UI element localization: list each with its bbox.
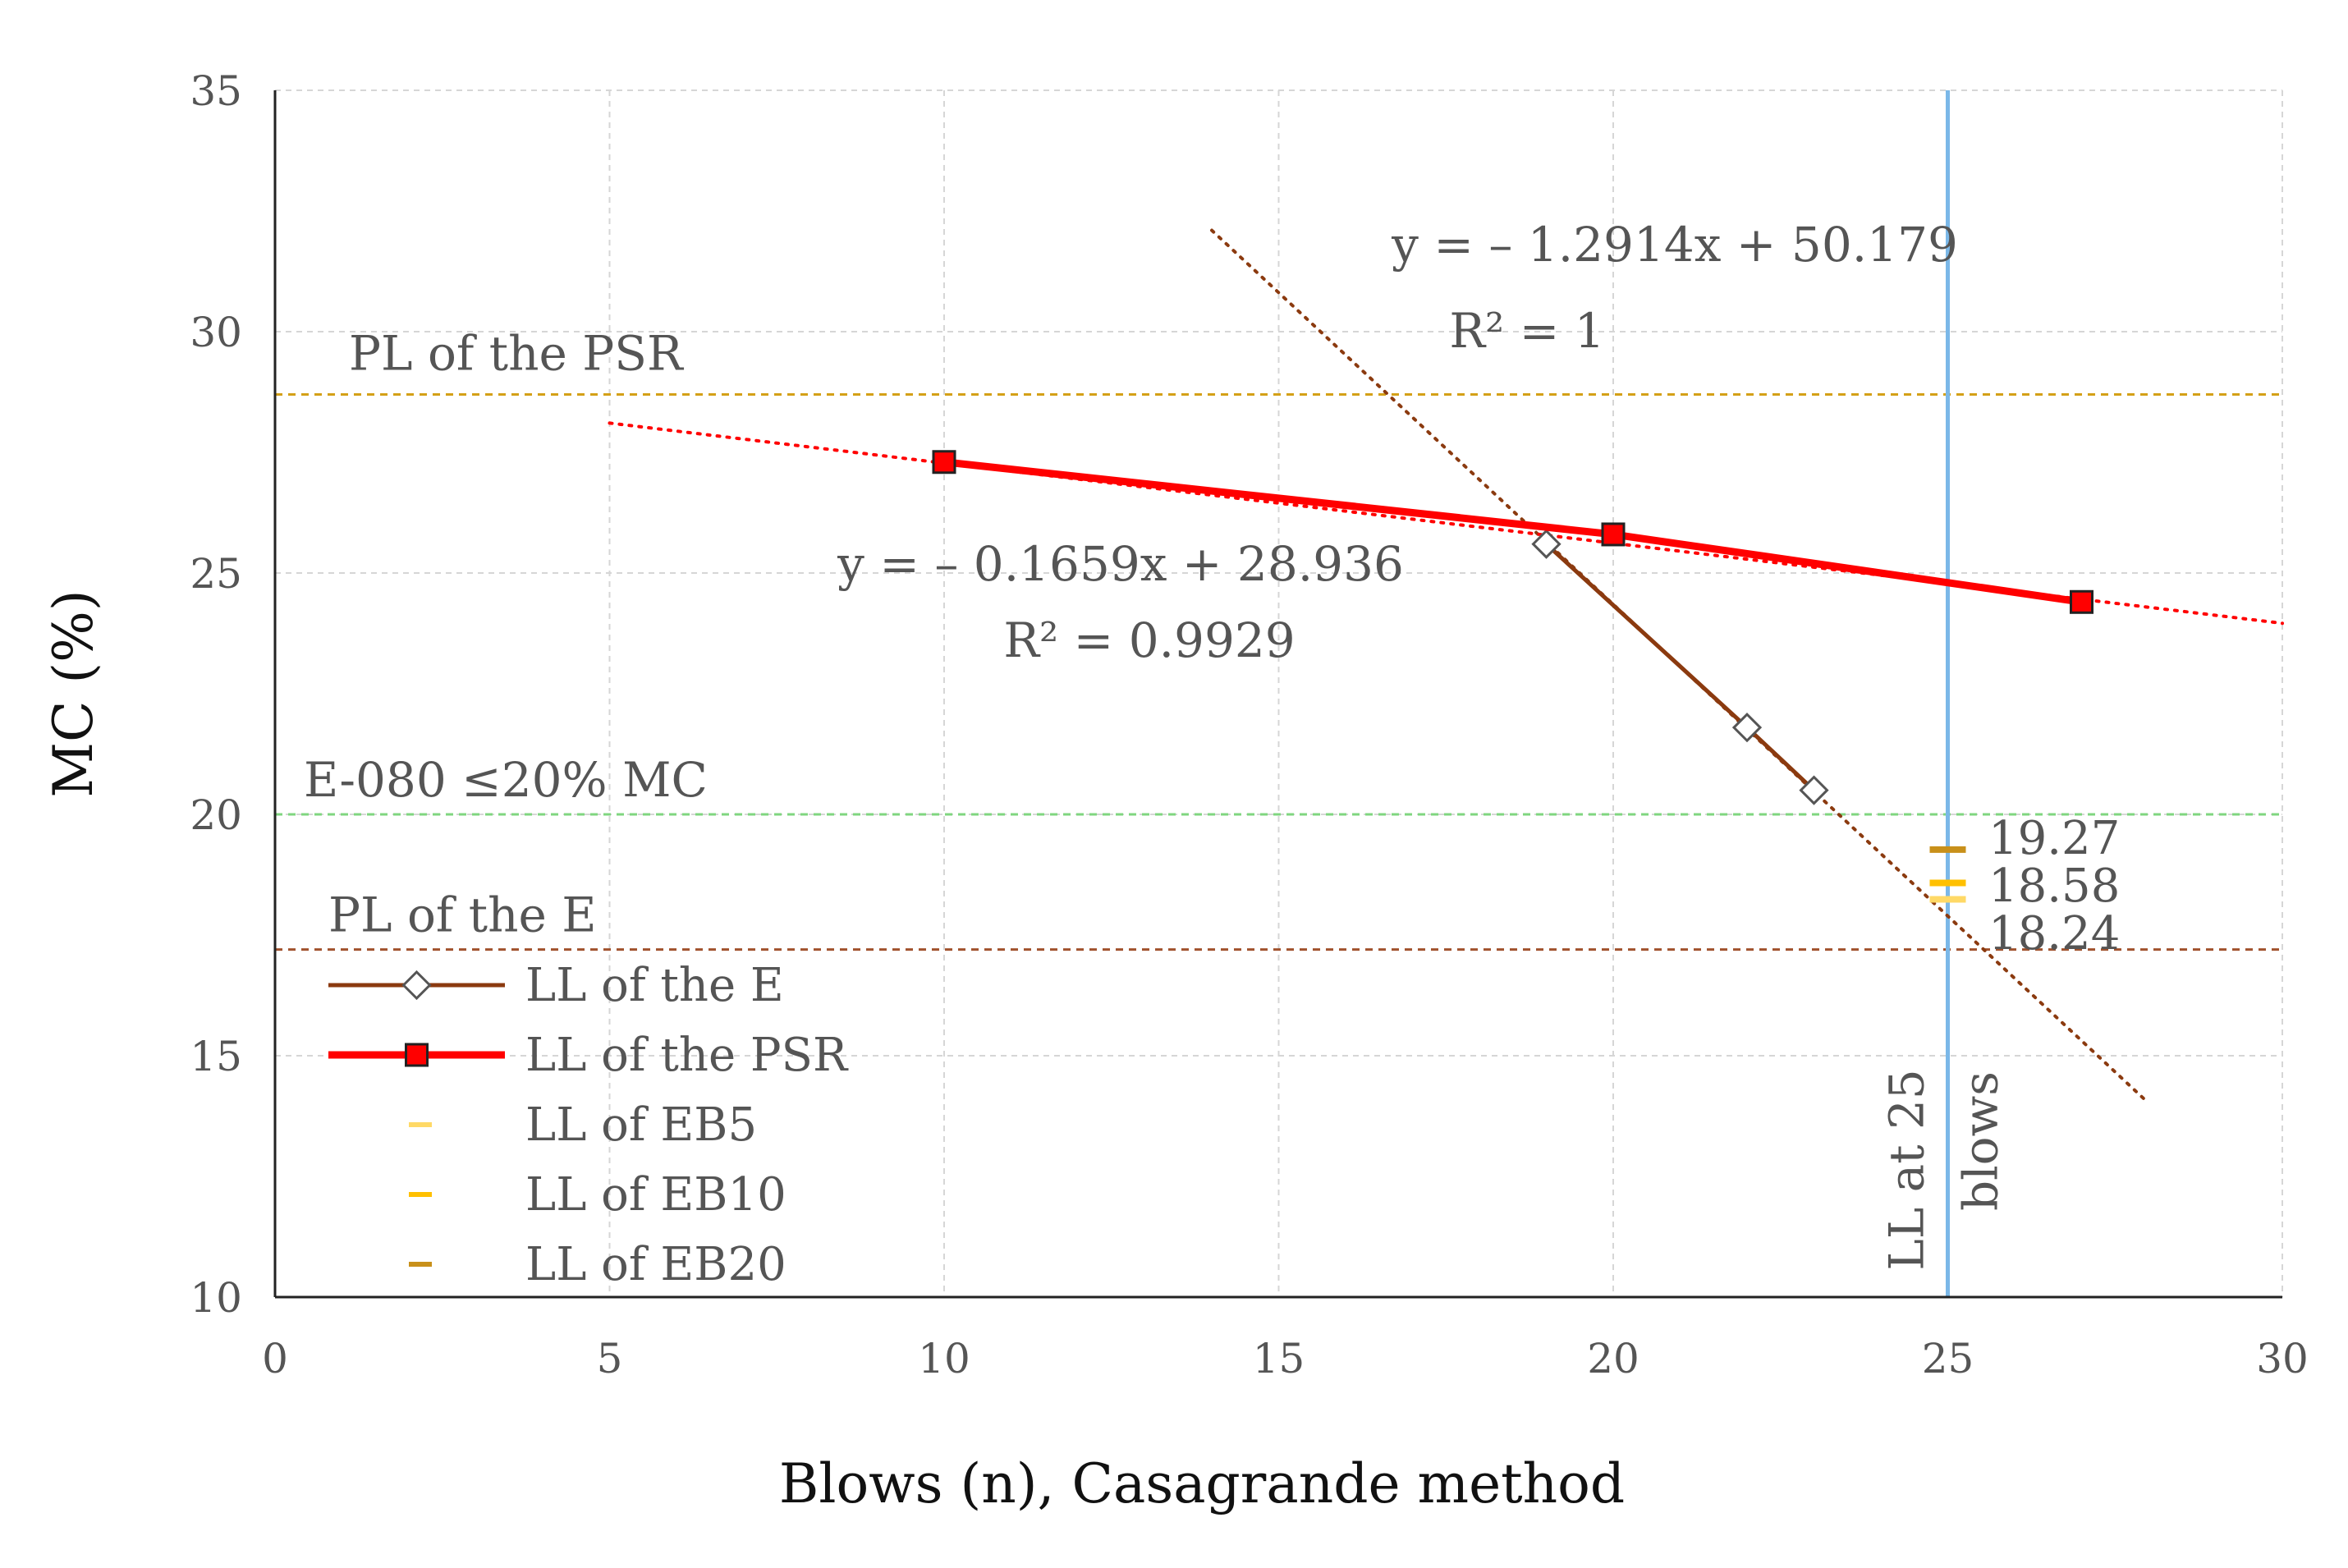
legend-marker — [405, 1043, 429, 1067]
legend-label: LL of EB10 — [525, 1168, 786, 1222]
data-series — [932, 450, 2093, 903]
trendline-r2: R² = 0.9929 — [1003, 612, 1295, 668]
legend-label: LL of EB20 — [525, 1238, 786, 1291]
data-label: 18.58 — [1988, 860, 2120, 913]
series-line — [1544, 542, 1816, 792]
y-tick-label: 15 — [190, 1033, 242, 1080]
legend-item: LL of EB5 — [409, 1098, 757, 1152]
legend-marker — [401, 970, 432, 1001]
data-point — [1731, 713, 1763, 743]
axes — [273, 90, 2282, 1299]
data-point — [1531, 529, 1562, 559]
reference-line-label: LL at 25 — [1879, 1069, 1935, 1271]
x-tick-label: 5 — [597, 1335, 623, 1382]
data-point — [1799, 775, 1829, 805]
trendlines — [608, 228, 2284, 1105]
reference-line-label: PL of the PSR — [349, 325, 685, 381]
data-point — [2070, 589, 2093, 614]
legend-item: LL of the E — [328, 959, 784, 1012]
tick-labels: 0 5 10 15 20 25 30 10 15 20 25 30 35 — [190, 67, 2308, 1382]
legend-item: LL of EB20 — [409, 1238, 786, 1291]
x-tick-label: 10 — [918, 1335, 970, 1382]
legend-label: LL of the E — [525, 959, 784, 1012]
x-tick-label: 20 — [1587, 1335, 1639, 1382]
y-tick-label: 35 — [190, 67, 242, 115]
reference-line-label: blows — [1953, 1071, 2009, 1211]
data-label: 19.27 — [1988, 812, 2120, 865]
legend: LL of the E LL of the PSR LL of EB5 LL of E… — [328, 959, 849, 1291]
y-tick-label: 10 — [190, 1274, 242, 1322]
trendline-r2: R² = 1 — [1449, 303, 1604, 359]
y-tick-label: 25 — [190, 550, 242, 598]
data-point — [932, 450, 956, 475]
trendline-equation: y = – 1.2914x + 50.179 — [1391, 217, 1958, 273]
legend-item: LL of the PSR — [328, 1029, 849, 1082]
y-tick-label: 30 — [190, 309, 242, 356]
y-tick-label: 20 — [190, 791, 242, 839]
x-tick-label: 25 — [1922, 1335, 1974, 1382]
legend-label: LL of the PSR — [525, 1029, 849, 1082]
annotations: PL of the PSR E-080 ≤20% MC PL of the E LL … — [304, 217, 2120, 1271]
data-point — [1601, 522, 1626, 547]
trendline-equation: y = – 0.1659x + 28.936 — [837, 536, 1404, 592]
x-tick-label: 15 — [1253, 1335, 1305, 1382]
legend-label: LL of EB5 — [525, 1098, 757, 1152]
reference-line-label: PL of the E — [328, 887, 597, 943]
x-tick-label: 0 — [262, 1335, 288, 1382]
reference-line-label: E-080 ≤20% MC — [304, 752, 708, 808]
legend-item: LL of EB10 — [409, 1168, 786, 1222]
reference-lines — [275, 90, 2282, 1297]
x-axis-title: Blows (n), Casagrande method — [779, 1452, 1625, 1515]
x-tick-label: 30 — [2256, 1335, 2309, 1382]
y-axis-title: MC (%) — [42, 589, 105, 797]
data-label: 18.24 — [1988, 907, 2120, 961]
